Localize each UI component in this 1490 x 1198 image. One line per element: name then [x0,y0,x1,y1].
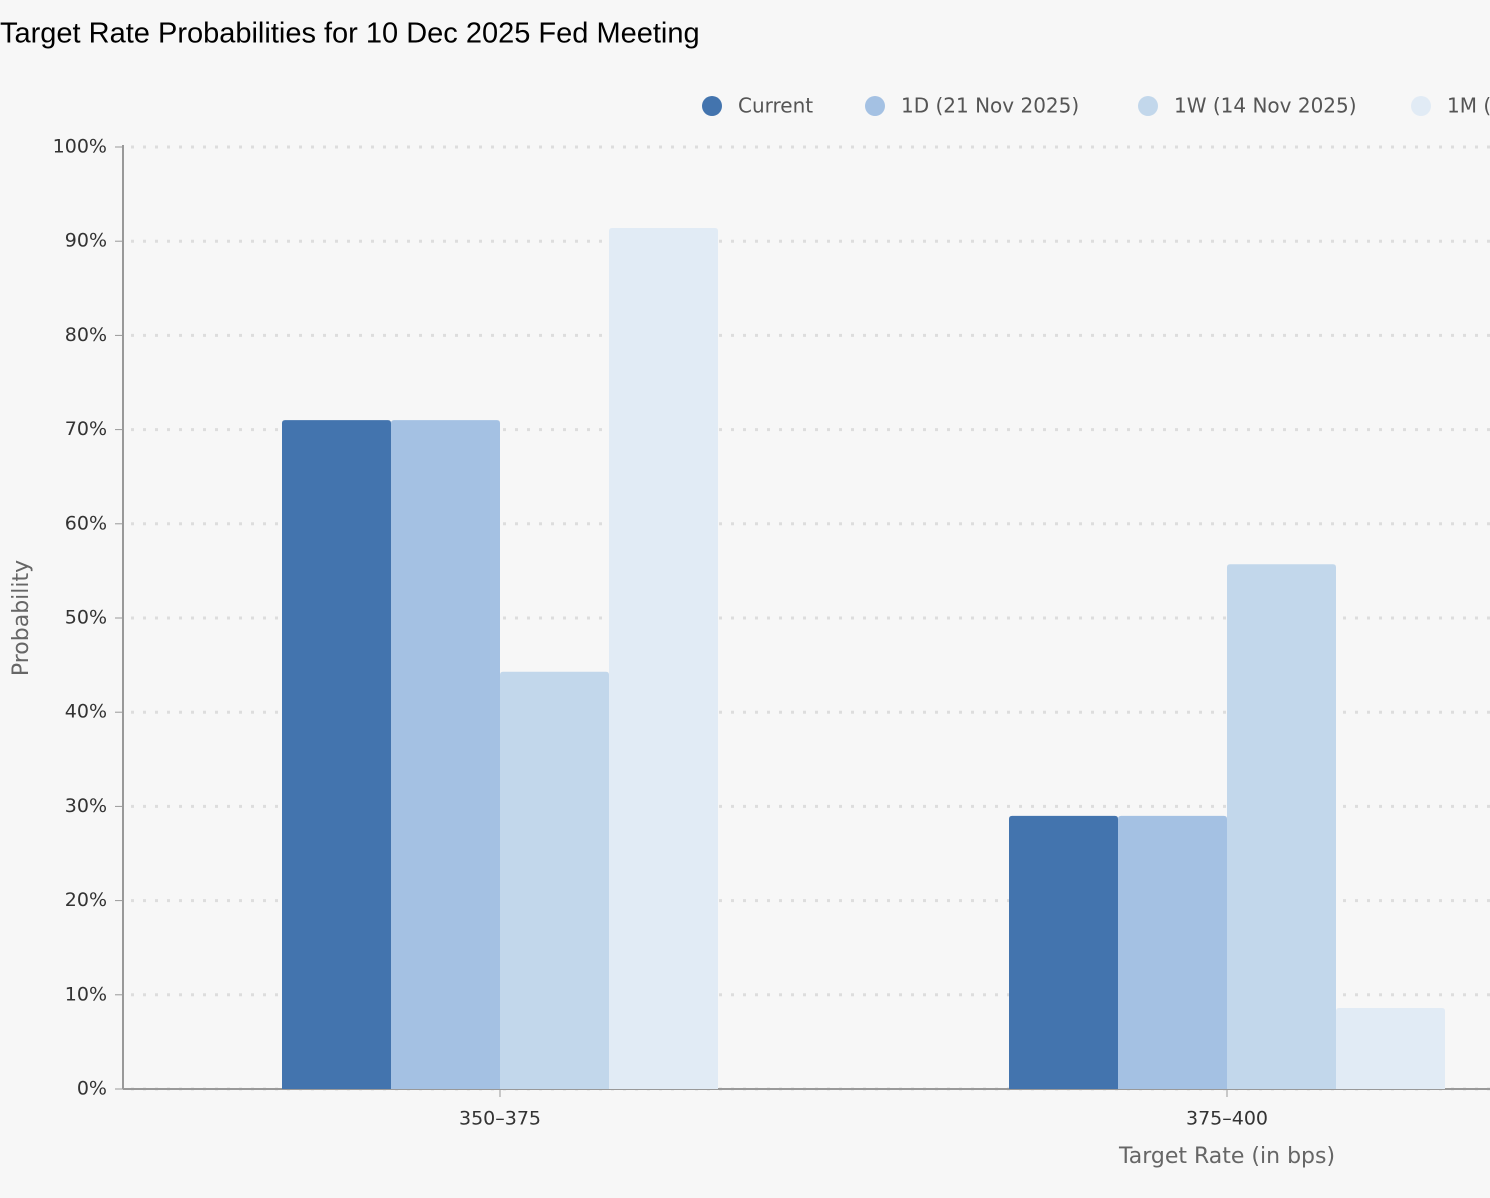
y-tick-label: 80% [65,324,107,346]
legend-label: 1M ( [1447,94,1490,118]
y-tick-label: 60% [65,512,107,534]
legend-label: 1D (21 Nov 2025) [901,94,1079,118]
y-tick-label: 10% [65,983,107,1005]
legend-label: Current [738,94,813,118]
y-tick-label: 50% [65,607,107,629]
y-tick-label: 20% [65,889,107,911]
y-tick-label: 40% [65,701,107,723]
legend-label: 1W (14 Nov 2025) [1174,94,1357,118]
x-tick-label: 375–400 [1186,1108,1268,1130]
legend-marker [865,96,885,116]
bar [609,228,718,1090]
bar [1118,815,1227,1089]
y-tick-label: 90% [65,230,107,252]
legend-marker [1138,96,1158,116]
y-tick-label: 70% [65,418,107,440]
bar [500,671,609,1089]
y-tick-label: 100% [53,136,107,158]
y-axis-title: Probability [9,560,34,676]
bar [1227,564,1336,1089]
chart-title: Target Rate Probabilities for 10 Dec 202… [0,18,700,50]
y-tick-label: 30% [65,795,107,817]
x-axis-title: Target Rate (in bps) [1118,1144,1335,1169]
bar [1009,815,1118,1089]
y-tick-label: 0% [77,1078,107,1100]
bar [282,420,391,1089]
bar [391,420,500,1089]
legend-marker [702,96,722,116]
legend-marker [1411,96,1431,116]
bar [1336,1007,1445,1089]
x-tick-label: 350–375 [459,1108,541,1130]
